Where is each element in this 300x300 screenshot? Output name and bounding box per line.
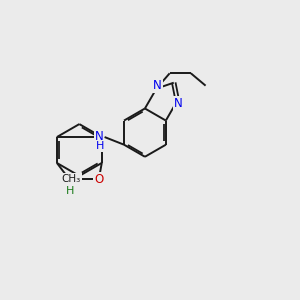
Text: O: O: [94, 172, 104, 186]
Text: H: H: [66, 186, 74, 196]
Text: N: N: [153, 79, 162, 92]
Text: N: N: [95, 130, 104, 143]
Text: N: N: [174, 97, 183, 110]
Text: O: O: [65, 175, 75, 188]
Text: H: H: [96, 142, 104, 152]
Text: CH₃: CH₃: [62, 174, 81, 184]
